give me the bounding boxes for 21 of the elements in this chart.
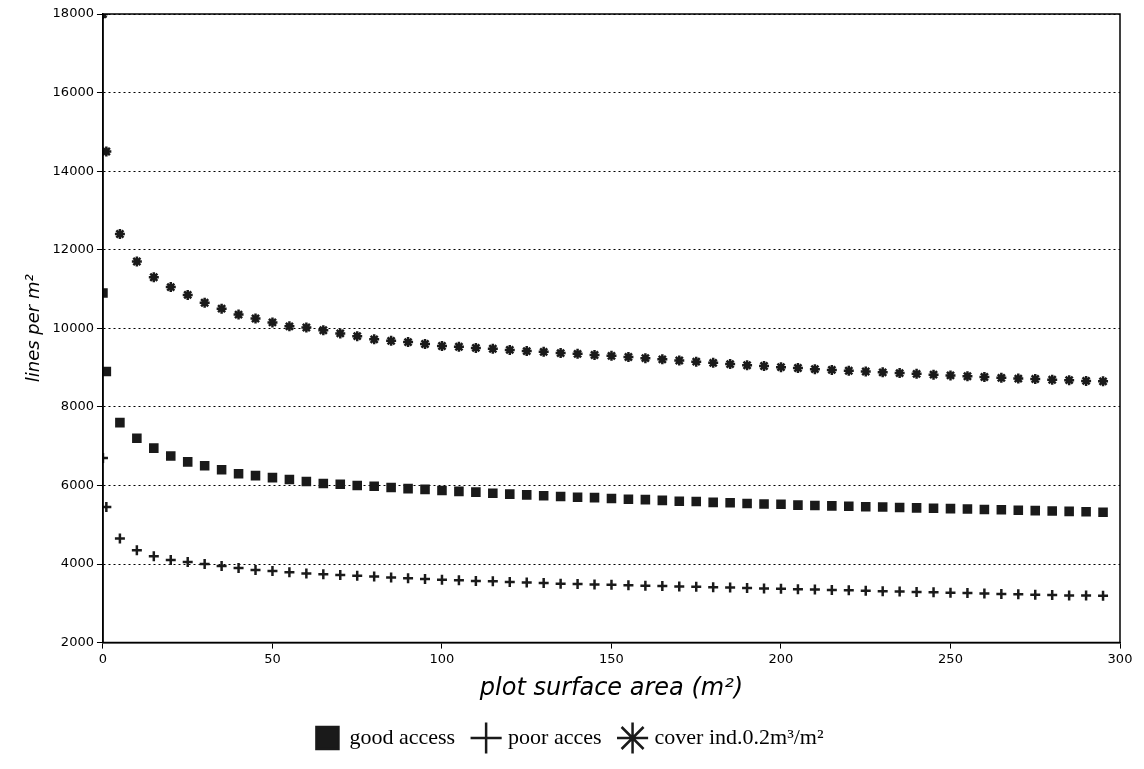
y-tick-label: 12000 [52, 241, 94, 257]
y-tick-label: 16000 [52, 83, 94, 99]
x-tick-label: 150 [599, 650, 624, 666]
y-tick-label: 4000 [60, 555, 94, 571]
y-tick-label: 2000 [60, 633, 94, 649]
y-tick-label: 18000 [52, 5, 94, 21]
legend-label: good access [349, 723, 456, 749]
x-tick-label: 0 [98, 650, 108, 666]
x-tick-label: 50 [264, 650, 281, 666]
y-tick-label: 10000 [52, 319, 94, 335]
x-tick-label: 200 [768, 650, 794, 666]
x-tick-label: 300 [1107, 650, 1133, 666]
x-tick-label: 250 [938, 650, 963, 666]
legend-label: cover ind.0.2m³/m² [654, 723, 824, 749]
y-axis-title: lines per m² [22, 274, 44, 383]
y-tick-label: 14000 [52, 162, 94, 178]
x-tick-label: 100 [429, 650, 455, 666]
x-axis-title: plot surface area (m²) [478, 672, 744, 701]
y-tick-label: 6000 [60, 476, 94, 492]
legend-label: poor acces [508, 723, 602, 749]
y-tick-label: 8000 [60, 398, 94, 414]
